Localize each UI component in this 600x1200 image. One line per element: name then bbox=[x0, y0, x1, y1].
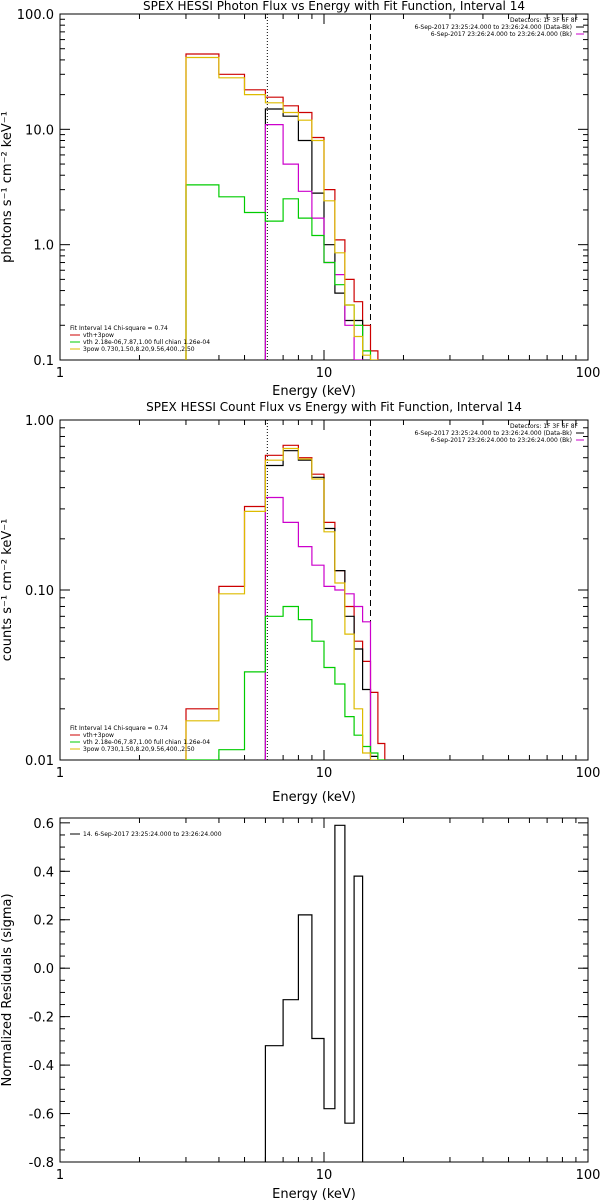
y-tick-label: -0.8 bbox=[29, 1156, 54, 1171]
legend-left-entry: Fit Interval 14 Chi-square = 0.74 bbox=[70, 725, 168, 732]
x-axis-label: Energy (keV) bbox=[272, 1187, 356, 1200]
y-axis-label: Normalized Residuals (sigma) bbox=[0, 893, 15, 1086]
y-tick-label: 0.0 bbox=[33, 962, 54, 977]
legend-left-entry: vth 2.18e-06,7.87,1.00 full chian 1.26e-… bbox=[83, 739, 210, 746]
legend-right-entry: 6-Sep-2017 23:26:24.000 to 23:26:24.000 … bbox=[431, 31, 572, 38]
y-tick-label: -0.4 bbox=[29, 1059, 54, 1074]
plot-frame bbox=[59, 817, 589, 1163]
legend-left-entry: vth+3pow bbox=[83, 332, 114, 339]
chart-panel-1: 1 10 100 0.1 1.0 10.0 100.0 SPEX HESSI Photon F… bbox=[0, 0, 600, 399]
legend-right-entry: 6-Sep-2017 23:25:24.000 to 23:26:24.000 … bbox=[414, 430, 572, 437]
legend-right-entry: Detectors: 1F 3F 6F 8F bbox=[510, 17, 579, 24]
x-tick-label: 10 bbox=[316, 1168, 333, 1183]
x-tick-label: 100 bbox=[576, 766, 600, 781]
series-line-5 bbox=[185, 56, 379, 360]
y-tick-label: 1.0 bbox=[33, 239, 54, 254]
x-tick-label: 10 bbox=[316, 766, 333, 781]
y-tick-label: -0.2 bbox=[29, 1011, 54, 1026]
legend-left-entry: vth 2.18e-06,7.87,1.00 full chian 1.26e-… bbox=[83, 339, 210, 346]
legend-left-entry: vth+3pow bbox=[83, 732, 114, 739]
series-line-1 bbox=[185, 444, 386, 760]
x-tick-label: 100 bbox=[576, 1168, 600, 1183]
chart-panel-2: 1 10 100 0.01 0.10 1.00 SPEX HESSI Count Flux … bbox=[0, 400, 600, 805]
y-axis-label: photons s⁻¹ cm⁻² keV⁻¹ bbox=[0, 111, 15, 263]
y-tick-label: 100.0 bbox=[17, 8, 54, 23]
y-tick-label: 0.2 bbox=[33, 914, 54, 929]
legend-right-entry: Detectors: 1F 3F 6F 8F bbox=[510, 423, 579, 430]
legend-left-entry: 3pow 0.730,1.50,8.20,9.56,400.,2.50 bbox=[83, 746, 195, 753]
y-tick-label: 1.00 bbox=[25, 414, 54, 429]
series-line-1 bbox=[185, 53, 379, 360]
x-axis-label: Energy (keV) bbox=[272, 790, 356, 805]
x-tick-label: 1 bbox=[56, 766, 64, 781]
y-tick-label: 0.1 bbox=[33, 354, 54, 369]
chart-title: SPEX HESSI Count Flux vs Energy with Fit… bbox=[146, 400, 522, 414]
y-tick-label: -0.6 bbox=[29, 1108, 54, 1123]
legend-right-entry: 6-Sep-2017 23:25:24.000 to 23:26:24.000 … bbox=[414, 24, 572, 31]
y-tick-label: 0.6 bbox=[33, 817, 54, 832]
legend-right-entry: 6-Sep-2017 23:26:24.000 to 23:26:24.000 … bbox=[431, 437, 572, 444]
chart-title: SPEX HESSI Photon Flux vs Energy with Fi… bbox=[143, 0, 525, 13]
legend-left-entry: Fit Interval 14 Chi-square = 0.74 bbox=[70, 325, 168, 332]
y-tick-label: 10.0 bbox=[25, 123, 54, 138]
series-line-1 bbox=[264, 824, 364, 1162]
legend-left-entry: 3pow 0.730,1.50,8.20,9.56,400.,2.50 bbox=[83, 346, 195, 353]
series-line-3 bbox=[264, 124, 364, 360]
series-line-3 bbox=[264, 496, 372, 760]
x-tick-label: 10 bbox=[316, 366, 333, 381]
y-tick-label: 0.10 bbox=[25, 584, 54, 599]
x-tick-label: 1 bbox=[56, 366, 64, 381]
series-line-5 bbox=[185, 447, 379, 760]
legend-left-entry: 14. 6-Sep-2017 23:25:24.000 to 23:26:24.… bbox=[83, 831, 222, 838]
chart-panel-3: 1 10 100 -0.8 -0.6 -0.4 -0.2 0.0 0.2 0.4 0.6 Energy… bbox=[0, 817, 600, 1200]
y-tick-label: 0.01 bbox=[25, 754, 54, 769]
x-tick-label: 100 bbox=[576, 366, 600, 381]
x-axis-label: Energy (keV) bbox=[272, 384, 356, 399]
y-tick-label: 0.4 bbox=[33, 865, 54, 880]
series-line-4 bbox=[185, 605, 386, 760]
x-tick-label: 1 bbox=[56, 1168, 64, 1183]
y-axis-label: counts s⁻¹ cm⁻² keV⁻¹ bbox=[0, 519, 15, 662]
plot-frame bbox=[59, 419, 589, 761]
series-line-4 bbox=[185, 184, 372, 360]
